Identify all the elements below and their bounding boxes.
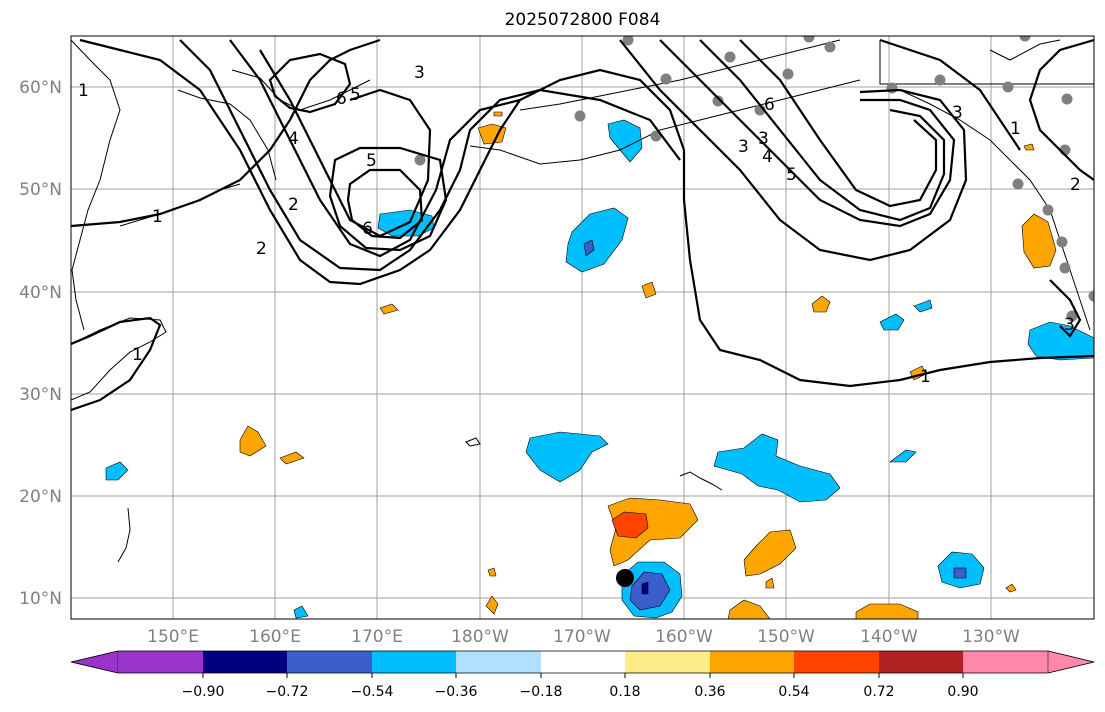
contour-label: 6: [362, 219, 373, 239]
lon-label: 130°W: [962, 627, 1020, 647]
lon-label: 150°W: [757, 627, 815, 647]
latitude-labels: 60°N 50°N 40°N 30°N 20°N 10°N: [19, 78, 62, 609]
contour-label: 1: [152, 207, 163, 227]
colorbar-tick-label: 0.54: [778, 684, 809, 700]
colorbar-segment: [541, 651, 626, 673]
contour-label: 4: [288, 129, 299, 149]
colorbar-segment: [963, 651, 1048, 673]
contour-label: 4: [762, 147, 773, 167]
lat-label: 10°N: [19, 589, 62, 609]
contour-label: 6: [764, 95, 775, 115]
contour-lines: [71, 38, 1094, 412]
lat-label: 30°N: [19, 385, 62, 405]
contour-label: 3: [738, 137, 749, 157]
colorbar-segment: [287, 651, 372, 673]
colorbar-tick-label: −0.54: [351, 684, 394, 700]
colorbar-tick-label: −0.36: [435, 684, 478, 700]
lon-label: 150°E: [147, 627, 199, 647]
contour-label: 2: [288, 195, 299, 215]
colorbar-tick-label: −0.18: [520, 684, 563, 700]
contour-label: 2: [256, 239, 267, 259]
contour-label: 3: [414, 63, 425, 83]
lat-label: 60°N: [19, 78, 62, 98]
contour-label: 3: [1064, 315, 1075, 335]
colorbar-over-arrow: [1047, 650, 1095, 674]
contour-label: 5: [350, 85, 361, 105]
lon-label: 160°W: [655, 627, 713, 647]
lon-label: 170°W: [553, 627, 611, 647]
contour-label: 3: [758, 129, 769, 149]
colorbar-segment: [118, 651, 203, 673]
colorbar-segment: [710, 651, 795, 673]
colorbar-tick-label: 0.90: [947, 684, 978, 700]
contour-labels: 1 2 3 4 5 6 5 6 3 1 2 3 4 5 6 1 2 3 1 3 …: [78, 63, 1081, 387]
contour-label: 2: [1070, 175, 1081, 195]
lon-label: 160°E: [249, 627, 301, 647]
contour-label: 3: [952, 103, 963, 123]
shaded-anomaly-fields: [105, 111, 1094, 619]
colorbar-segment: [625, 651, 710, 673]
colorbar-segment: [203, 651, 288, 673]
lon-label: 170°E: [351, 627, 403, 647]
colorbar-segment: [879, 651, 964, 673]
lon-label: 140°W: [860, 627, 918, 647]
lat-label: 50°N: [19, 180, 62, 200]
contour-label: 1: [132, 345, 143, 365]
colorbar-tick-label: 0.72: [863, 684, 894, 700]
map-title: 2025072800 F084: [504, 10, 661, 30]
contour-label: 1: [78, 81, 89, 101]
map-frame: [70, 35, 1095, 620]
position-marker: [616, 569, 634, 587]
colorbar: −0.90 −0.72 −0.54 −0.36 −0.18 0.18 0.36 …: [70, 650, 1095, 700]
lat-label: 40°N: [19, 283, 62, 303]
lat-label: 20°N: [19, 487, 62, 507]
colorbar-tick-label: −0.72: [266, 684, 309, 700]
contour-label: 5: [786, 165, 797, 185]
contour-label: 6: [336, 89, 347, 109]
colorbar-under-arrow: [70, 650, 119, 674]
contour-label: 5: [366, 151, 377, 171]
colorbar-segment: [456, 651, 541, 673]
colorbar-tick-label: 0.36: [694, 684, 725, 700]
longitude-labels: 150°E 160°E 170°E 180°W 170°W 160°W 150°…: [147, 627, 1020, 647]
colorbar-segment: [794, 651, 879, 673]
colorbar-segment: [372, 651, 457, 673]
colorbar-tick-label: −0.90: [182, 684, 225, 700]
lon-label: 180°W: [451, 627, 509, 647]
contour-label: 1: [920, 367, 931, 387]
colorbar-tick-label: 0.18: [609, 684, 640, 700]
contour-label: 1: [1010, 119, 1021, 139]
